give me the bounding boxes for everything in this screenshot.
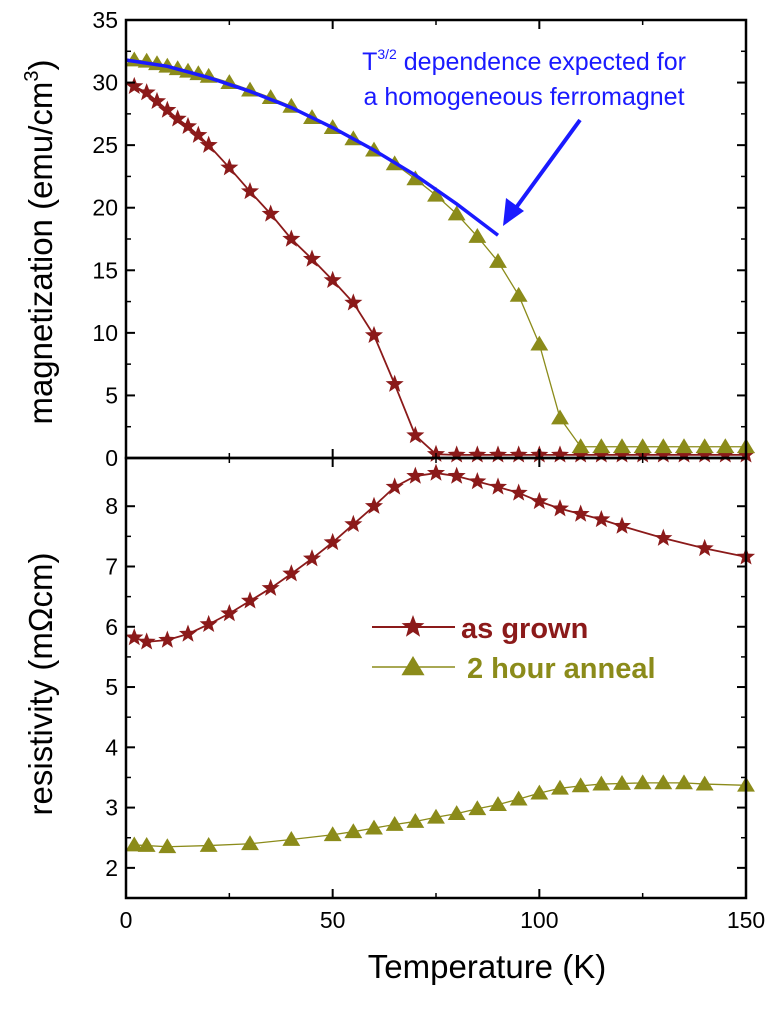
star-marker <box>125 628 143 645</box>
star-marker <box>592 510 610 527</box>
star-marker <box>241 591 259 608</box>
legend-triangle-marker <box>401 656 424 675</box>
star-marker <box>406 467 424 484</box>
star-marker <box>510 445 528 462</box>
triangle-marker <box>654 774 672 789</box>
y-tick-label: 3 <box>105 795 118 821</box>
star-marker <box>158 631 176 648</box>
annotation-line-1: T3/2 dependence expected for <box>362 46 686 76</box>
magnetization-panel: 0 5 10 15 20 25 30 35 <box>92 7 755 471</box>
annotation-arrow <box>503 120 580 226</box>
triangle-marker <box>551 409 569 424</box>
star-marker <box>530 492 548 509</box>
y-tick-label: 4 <box>105 734 118 760</box>
series-as-grown-panel-0 <box>125 77 755 463</box>
series-2-hour-anneal-panel-0 <box>125 52 755 454</box>
triangle-marker <box>158 838 176 853</box>
triangle-marker <box>654 438 672 453</box>
series-line <box>134 783 746 847</box>
triangle-marker <box>613 775 631 790</box>
star-marker <box>551 445 569 462</box>
triangle-marker <box>592 438 610 453</box>
star-marker <box>427 464 445 481</box>
triangle-marker <box>572 438 590 453</box>
triangle-marker <box>200 837 218 852</box>
resistivity-axis-title: resistivity (mΩcm) <box>22 553 59 816</box>
star-marker <box>489 477 507 494</box>
temperature-axis-title: Temperature (K) <box>368 948 606 985</box>
triangle-marker <box>530 336 548 351</box>
star-marker <box>220 604 238 621</box>
triangle-marker <box>696 776 714 791</box>
y-tick-label: 10 <box>92 320 118 346</box>
star-marker <box>365 326 383 343</box>
y-tick-label: 8 <box>105 493 118 519</box>
star-marker <box>613 517 631 534</box>
triangle-marker <box>510 791 528 806</box>
star-marker <box>179 625 197 642</box>
star-marker <box>386 375 404 392</box>
star-marker <box>572 505 590 522</box>
legend: as grown 2 hour anneal <box>372 613 656 685</box>
svg-text:as grown: as grown <box>461 613 588 645</box>
resistivity-panel: 2 3 4 5 6 7 8 0 50 100 150 <box>105 458 765 933</box>
magnetization-axis-title: magnetization (emu/cm3) <box>21 59 59 424</box>
x-tick-label: 0 <box>120 907 133 933</box>
star-marker <box>262 579 280 596</box>
legend-item-as-grown: as grown <box>372 613 588 645</box>
series-line <box>134 60 746 447</box>
triangle-marker <box>510 287 528 302</box>
star-marker <box>200 615 218 632</box>
star-marker <box>510 483 528 500</box>
triangle-marker <box>634 438 652 453</box>
triangle-marker <box>613 438 631 453</box>
y-tick-label: 7 <box>105 553 118 579</box>
y-tick-label: 5 <box>105 674 118 700</box>
y-tick-label: 20 <box>92 195 118 221</box>
annotation-line-2: a homogeneous ferromagnet <box>363 83 684 111</box>
series-2-hour-anneal-panel-1 <box>125 774 755 853</box>
triangle-marker <box>675 438 693 453</box>
star-marker <box>468 445 486 462</box>
triangle-marker <box>138 837 156 852</box>
triangle-marker <box>696 438 714 453</box>
star-marker <box>448 467 466 484</box>
y-tick-label: 0 <box>105 445 118 471</box>
legend-item-2-hour-anneal: 2 hour anneal <box>372 653 656 685</box>
triangle-marker <box>489 253 507 268</box>
star-marker <box>696 539 714 556</box>
y-tick-label: 2 <box>105 855 118 881</box>
star-marker <box>468 472 486 489</box>
star-marker <box>448 445 466 462</box>
triangle-marker <box>716 438 734 453</box>
legend-star-marker <box>402 615 425 637</box>
y-tick-label: 25 <box>92 132 118 158</box>
x-tick-label: 50 <box>320 907 346 933</box>
triangle-marker <box>634 774 652 789</box>
series-line <box>134 86 746 455</box>
x-tick-label: 100 <box>520 907 558 933</box>
y-tick-label: 6 <box>105 614 118 640</box>
star-marker <box>654 529 672 546</box>
fit-annotation: T3/2 dependence expected for a homogeneo… <box>362 46 686 226</box>
y-tick-label: 5 <box>105 382 118 408</box>
svg-text:2 hour anneal: 2 hour anneal <box>467 653 656 685</box>
triangle-marker <box>592 776 610 791</box>
x-tick-label: 150 <box>727 907 765 933</box>
triangle-marker <box>675 774 693 789</box>
y-tick-label: 35 <box>92 7 118 33</box>
star-marker <box>489 445 507 462</box>
y-tick-label: 30 <box>92 70 118 96</box>
star-marker <box>551 499 569 516</box>
y-tick-label: 15 <box>92 257 118 283</box>
series-as-grown-panel-1 <box>125 464 755 650</box>
